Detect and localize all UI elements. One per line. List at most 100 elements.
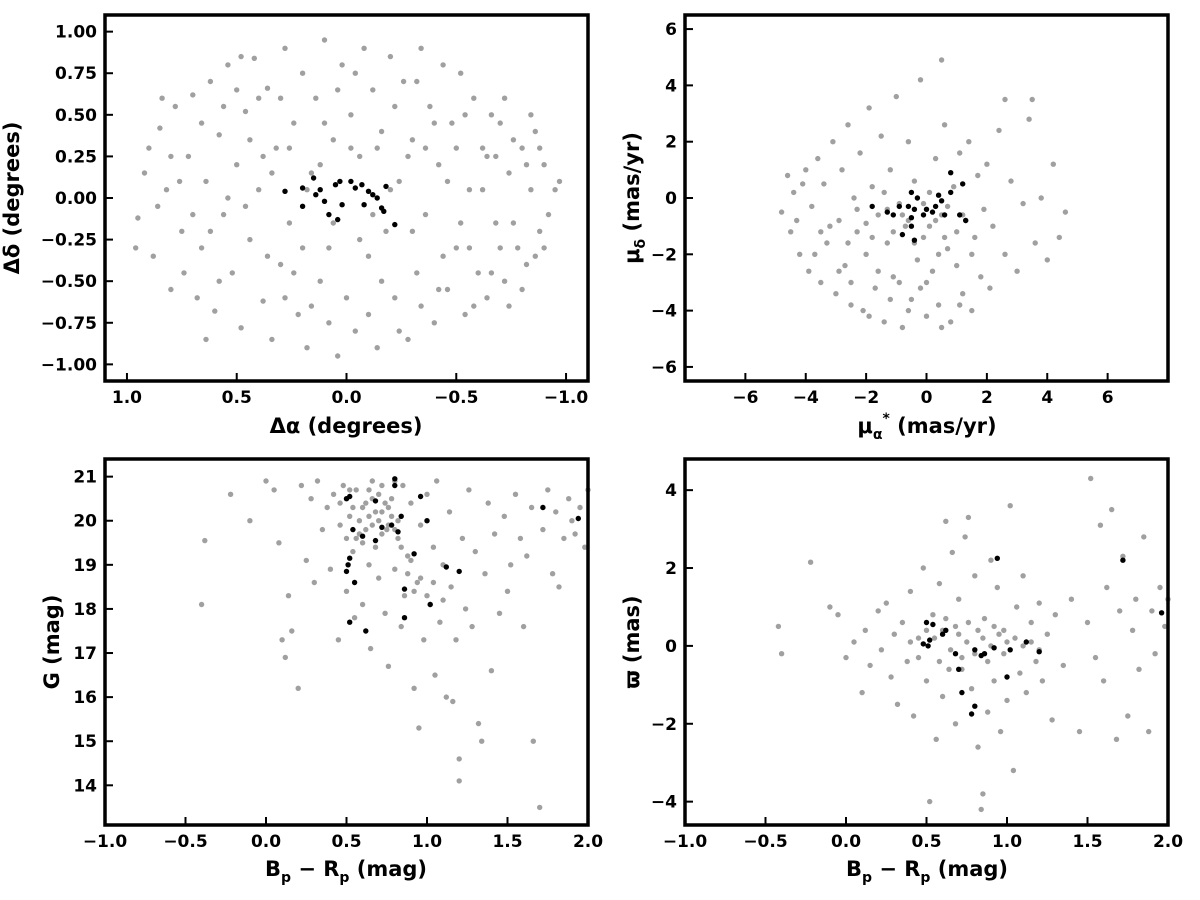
y-tick-label: 6 bbox=[665, 20, 677, 40]
field-star-point bbox=[508, 562, 514, 568]
field-star-point bbox=[395, 535, 401, 542]
field-star-point bbox=[282, 295, 288, 301]
field-star-point bbox=[207, 228, 214, 234]
field-star-point bbox=[405, 153, 411, 160]
field-star-point bbox=[327, 566, 334, 572]
member-star-point bbox=[948, 170, 954, 176]
field-star-point bbox=[335, 353, 341, 359]
y-tick-label: 18 bbox=[73, 600, 97, 620]
field-star-point bbox=[493, 220, 499, 226]
field-star-point bbox=[1157, 584, 1163, 591]
field-star-point bbox=[335, 87, 341, 93]
member-star-point bbox=[923, 619, 930, 626]
field-star-point bbox=[883, 600, 889, 606]
x-tick-label: 2.0 bbox=[1153, 832, 1183, 852]
field-star-point bbox=[469, 623, 475, 630]
field-star-point bbox=[440, 253, 446, 259]
field-star-point bbox=[835, 612, 841, 618]
field-star-point bbox=[926, 189, 933, 196]
field-star-point bbox=[271, 487, 277, 493]
field-star-point bbox=[1050, 161, 1057, 167]
y-tick-label: −4 bbox=[651, 302, 677, 322]
field-star-point bbox=[479, 145, 486, 151]
field-star-point bbox=[400, 78, 407, 85]
field-star-point bbox=[400, 482, 406, 489]
field-star-point bbox=[383, 228, 389, 234]
field-star-point bbox=[520, 623, 527, 630]
field-star-point bbox=[291, 270, 297, 276]
field-star-point bbox=[1017, 670, 1023, 676]
field-star-point bbox=[347, 513, 353, 519]
field-star-point bbox=[339, 62, 345, 68]
field-star-point bbox=[471, 95, 477, 101]
field-star-point bbox=[263, 478, 269, 484]
field-star-point bbox=[1146, 728, 1152, 735]
field-star-point bbox=[363, 500, 369, 506]
field-star-point bbox=[264, 253, 271, 259]
field-star-point bbox=[497, 120, 503, 126]
y-tick-label: 0 bbox=[665, 189, 677, 209]
field-star-point bbox=[317, 278, 323, 284]
x-axis-label: Bp − Rp (mag) bbox=[846, 857, 1008, 886]
field-star-point bbox=[891, 631, 897, 637]
field-star-point bbox=[353, 487, 359, 493]
x-tick-label: 0.5 bbox=[331, 832, 361, 852]
field-star-point bbox=[449, 120, 455, 126]
field-star-point bbox=[552, 187, 558, 193]
field-star-point bbox=[932, 217, 939, 224]
x-label-mid: − R bbox=[291, 857, 339, 881]
member-star-point bbox=[379, 524, 385, 530]
field-star-point bbox=[475, 720, 482, 727]
x-tick-label: 0.0 bbox=[831, 832, 861, 852]
field-star-point bbox=[427, 103, 433, 110]
member-star-point bbox=[948, 189, 954, 196]
y-label-sub: δ bbox=[633, 238, 649, 248]
field-star-point bbox=[277, 261, 284, 268]
member-star-point bbox=[299, 185, 306, 191]
y-tick-label: 4 bbox=[665, 481, 677, 501]
field-star-point bbox=[951, 184, 957, 190]
field-star-point bbox=[859, 689, 865, 696]
y-axis-label: G (mag) bbox=[40, 595, 64, 690]
field-star-point bbox=[1044, 257, 1051, 263]
member-star-point bbox=[957, 212, 963, 218]
field-star-point bbox=[881, 189, 887, 196]
field-star-point bbox=[497, 245, 503, 251]
field-star-point bbox=[370, 211, 376, 218]
plot-frame bbox=[103, 457, 590, 827]
member-star-point bbox=[932, 203, 939, 210]
y-tick-label: 19 bbox=[73, 556, 97, 576]
member-star-point bbox=[392, 476, 398, 482]
field-star-point bbox=[282, 45, 288, 51]
field-star-point bbox=[806, 268, 812, 274]
field-star-point bbox=[392, 566, 398, 572]
field-star-point bbox=[875, 608, 881, 614]
field-star-point bbox=[379, 509, 385, 515]
field-star-point bbox=[462, 112, 468, 118]
field-star-point bbox=[198, 601, 205, 608]
x-tick-label: −4 bbox=[793, 388, 819, 408]
field-star-point bbox=[456, 756, 462, 762]
field-star-point bbox=[869, 184, 875, 190]
member-star-point bbox=[456, 568, 462, 575]
member-star-point bbox=[925, 643, 931, 649]
x-tick-label: 0.5 bbox=[222, 388, 252, 408]
axis-ticks: −1.0 −0.5 0.0 0.5 1.0 1.5 2.0 4 2 0 −2 −4 bbox=[651, 481, 1183, 852]
field-star-point bbox=[273, 145, 279, 151]
field-star-point bbox=[157, 125, 163, 131]
field-star-point bbox=[356, 518, 363, 524]
field-star-point bbox=[988, 557, 994, 563]
field-star-point bbox=[1004, 639, 1010, 645]
field-star-point bbox=[851, 639, 857, 645]
field-star-point bbox=[168, 153, 174, 160]
field-star-point bbox=[409, 228, 416, 234]
field-star-point bbox=[836, 217, 842, 224]
field-star-point bbox=[227, 491, 234, 497]
member-star-point bbox=[575, 515, 581, 522]
field-star-point bbox=[1125, 713, 1131, 719]
field-star-point bbox=[556, 584, 562, 590]
field-star-point bbox=[379, 531, 385, 537]
x-tick-label: 6 bbox=[1102, 388, 1114, 408]
field-star-point bbox=[920, 200, 927, 207]
field-star-point bbox=[378, 278, 385, 284]
